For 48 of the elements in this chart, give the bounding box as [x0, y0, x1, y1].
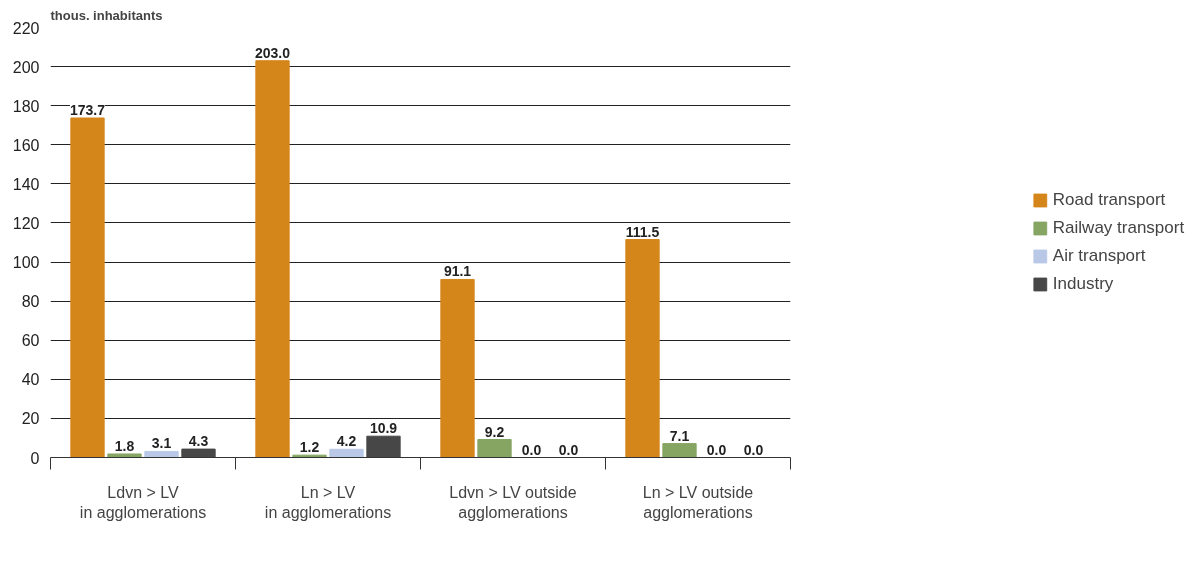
- data-label: 3.1: [151, 435, 172, 452]
- data-label: 203.0: [254, 44, 291, 61]
- y-tick-label: 140: [12, 175, 40, 193]
- bar: [366, 435, 401, 458]
- y-tick-label: 100: [12, 254, 40, 272]
- y-tick-label: 120: [12, 214, 40, 232]
- bar: [70, 117, 105, 458]
- data-label: 0.0: [706, 441, 727, 458]
- bar: [144, 450, 179, 458]
- y-tick-label: 220: [12, 19, 40, 37]
- y-tick-label: 160: [12, 136, 40, 154]
- bar: [662, 443, 697, 458]
- data-label: 0.0: [521, 441, 542, 458]
- data-label: 111.5: [625, 223, 660, 240]
- data-label: 9.2: [484, 423, 505, 440]
- data-label: 10.9: [369, 420, 398, 437]
- y-tick-label: 80: [21, 293, 40, 311]
- data-label: 1.8: [114, 437, 135, 454]
- x-tick-label: Ldvn > LV in agglomerations: [79, 483, 207, 521]
- bar: [477, 439, 512, 458]
- legend-label: Road transport: [1052, 190, 1166, 210]
- x-tick-label: Ldvn > LV outside agglomerations: [449, 483, 577, 521]
- bar: [329, 448, 364, 458]
- data-label: 0.0: [743, 441, 764, 458]
- x-tick-label: Ln > LV in agglomerations: [264, 483, 392, 521]
- data-label: 0.0: [558, 441, 579, 458]
- data-label: 91.1: [443, 263, 472, 280]
- y-tick-label: 200: [12, 58, 40, 76]
- data-label: 4.3: [188, 433, 209, 450]
- legend-label: Air transport: [1052, 246, 1146, 266]
- data-label: 4.2: [336, 433, 357, 450]
- y-tick-label: 180: [12, 97, 40, 115]
- bar: [255, 60, 290, 458]
- x-tick-label: Ln > LV outside agglomerations: [642, 483, 754, 521]
- y-tick-label: 40: [21, 371, 40, 389]
- y-tick-label: 60: [21, 332, 40, 350]
- bar: [440, 278, 475, 458]
- y-tick-label: 0: [30, 449, 40, 467]
- data-label: 7.1: [669, 427, 690, 444]
- y-axis-title: thous. inhabitants: [50, 7, 163, 23]
- bar: [625, 239, 660, 458]
- legend-label: Railway transport: [1052, 218, 1185, 238]
- data-label: 173.7: [69, 102, 106, 118]
- bar: [107, 453, 142, 458]
- y-tick-label: 20: [21, 410, 40, 428]
- data-label: 1.2: [299, 439, 320, 456]
- legend-label: Industry: [1052, 274, 1114, 294]
- bar: [181, 448, 216, 458]
